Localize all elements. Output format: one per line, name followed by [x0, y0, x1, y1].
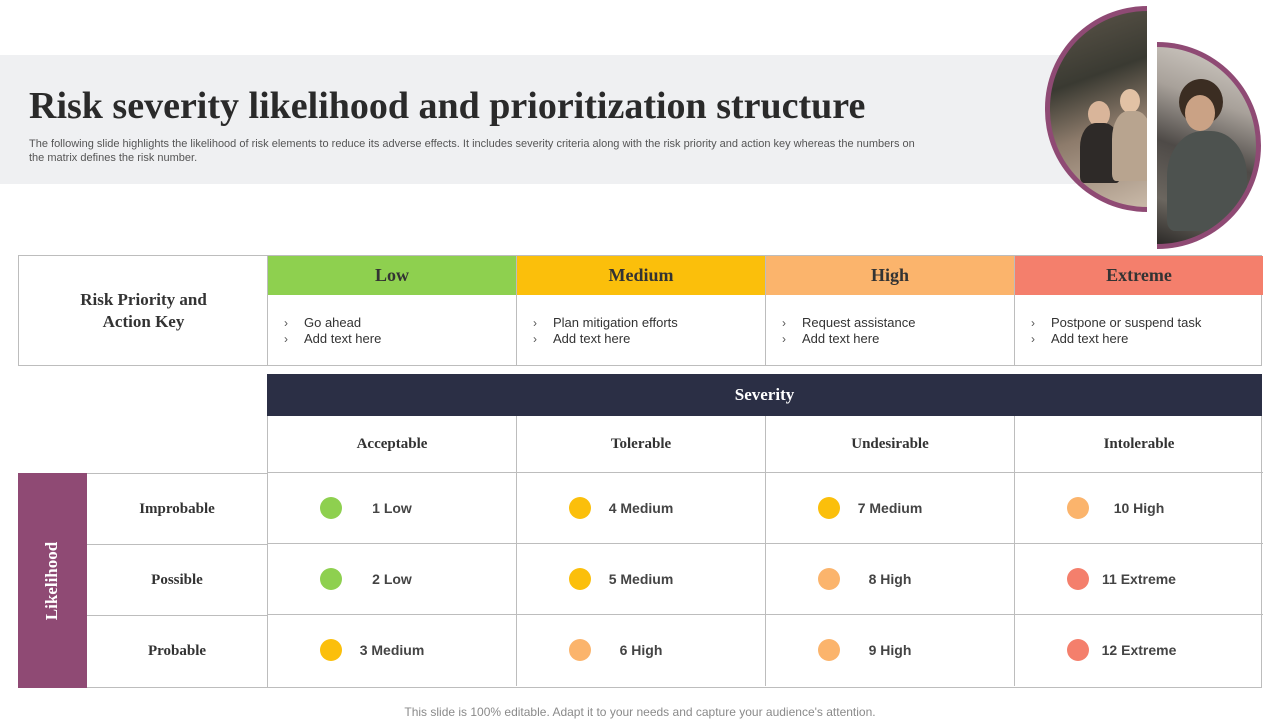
key-item: › Go ahead — [284, 315, 362, 330]
key-item: › Add text here — [284, 331, 382, 346]
chevron-right-icon: › — [1031, 316, 1035, 330]
risk-level-dot — [818, 497, 840, 519]
chevron-right-icon: › — [284, 332, 288, 346]
risk-level-dot — [818, 639, 840, 661]
key-level-low: Low › Go ahead › Add text here — [267, 256, 516, 365]
risk-number-label: 5 Medium — [608, 571, 674, 587]
chevron-right-icon: › — [782, 332, 786, 346]
risk-cell: 9 High — [766, 615, 1015, 686]
key-level-extreme: Extreme › Postpone or suspend task › Add t… — [1014, 256, 1263, 365]
risk-cell: 12 Extreme — [1015, 615, 1263, 686]
risk-matrix: Acceptable Tolerable Undesirable Intoler… — [267, 416, 1263, 688]
severity-column-header: Acceptable — [268, 416, 517, 473]
key-level-header: High — [766, 256, 1014, 295]
risk-cell: 10 High — [1015, 473, 1263, 544]
key-item: › Postpone or suspend task — [1031, 315, 1202, 330]
risk-number-label: 1 Low — [372, 500, 412, 516]
key-level-header: Medium — [517, 256, 765, 295]
likelihood-label: Likelihood — [42, 541, 62, 620]
key-level-high: High › Request assistance › Add text here — [765, 256, 1014, 365]
risk-level-dot — [1067, 497, 1089, 519]
risk-cell: 11 Extreme — [1015, 544, 1263, 615]
risk-level-dot — [569, 639, 591, 661]
risk-number-label: 6 High — [619, 642, 663, 658]
risk-level-dot — [320, 497, 342, 519]
severity-column-header: Tolerable — [517, 416, 766, 473]
risk-cell: 4 Medium — [517, 473, 766, 544]
key-item: › Add text here — [782, 331, 880, 346]
page-subtitle: The following slide highlights the likel… — [29, 138, 915, 164]
risk-cell: 8 High — [766, 544, 1015, 615]
key-item: › Add text here — [1031, 331, 1129, 346]
risk-number-label: 3 Medium — [359, 642, 425, 658]
page-title: Risk severity likelihood and prioritizat… — [29, 85, 866, 127]
likelihood-row-labels: Improbable Possible Probable — [87, 473, 267, 688]
risk-cell: 6 High — [517, 615, 766, 686]
action-key-table: Risk Priority and Action Key Low › Go ahe… — [18, 255, 1263, 366]
chevron-right-icon: › — [533, 316, 537, 330]
chevron-right-icon: › — [284, 316, 288, 330]
risk-number-label: 10 High — [1113, 500, 1165, 516]
footer-note: This slide is 100% editable. Adapt it to… — [404, 705, 876, 719]
key-item: › Plan mitigation efforts — [533, 315, 678, 330]
risk-cell: 5 Medium — [517, 544, 766, 615]
likelihood-row-label: Possible — [87, 545, 267, 616]
likelihood-axis: Likelihood — [18, 473, 87, 688]
key-level-header: Low — [268, 256, 516, 295]
risk-cell: 7 Medium — [766, 473, 1015, 544]
severity-header: Severity — [267, 374, 1262, 416]
risk-number-label: 7 Medium — [857, 500, 923, 516]
risk-number-label: 12 Extreme — [1101, 642, 1177, 658]
key-level-header: Extreme — [1015, 256, 1263, 295]
risk-number-label: 11 Extreme — [1102, 571, 1176, 587]
header-band — [0, 55, 1110, 184]
risk-level-dot — [320, 568, 342, 590]
action-key-label: Risk Priority and Action Key — [80, 289, 207, 331]
chevron-right-icon: › — [782, 316, 786, 330]
risk-level-dot — [569, 497, 591, 519]
likelihood-row-label: Probable — [147, 643, 207, 659]
risk-number-label: 9 High — [868, 642, 912, 658]
chevron-right-icon: › — [533, 332, 537, 346]
risk-cell: 1 Low — [268, 473, 517, 544]
risk-number-label: 2 Low — [372, 571, 412, 587]
severity-column-header: Intolerable — [1015, 416, 1263, 473]
key-item: › Request assistance — [782, 315, 916, 330]
severity-column-header: Undesirable — [766, 416, 1015, 473]
likelihood-row-label: Improbable — [87, 474, 267, 545]
risk-cell: 2 Low — [268, 544, 517, 615]
risk-level-dot — [569, 568, 591, 590]
risk-number-label: 8 High — [868, 571, 912, 587]
risk-cell: 3 Medium — [268, 615, 517, 686]
risk-level-dot — [320, 639, 342, 661]
risk-number-label: 4 Medium — [608, 500, 674, 516]
risk-level-dot — [818, 568, 840, 590]
risk-level-dot — [1067, 639, 1089, 661]
chevron-right-icon: › — [1031, 332, 1035, 346]
key-level-medium: Medium › Plan mitigation efforts › Add tex… — [516, 256, 765, 365]
risk-level-dot — [1067, 568, 1089, 590]
team-photo-right — [1157, 42, 1261, 249]
key-item: › Add text here — [533, 331, 631, 346]
